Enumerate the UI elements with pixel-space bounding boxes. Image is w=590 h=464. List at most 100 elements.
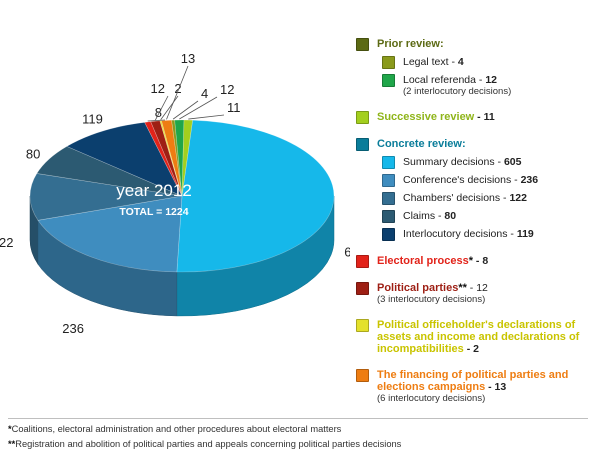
- legend-electoral-process: Electoral process* - 8: [356, 255, 588, 268]
- pie-value-label-conference-s-decisions: 236: [62, 321, 84, 336]
- legend-successive-review: Successive review - 11: [356, 111, 588, 124]
- pie-slice-the-financing-of-political-parties-and-elections-campaigns: [161, 119, 183, 197]
- legend-financing-value: - 13: [485, 381, 507, 393]
- legend-swatch-legal: [382, 56, 395, 69]
- legend-parties-mark: **: [458, 282, 467, 294]
- legend-prior-review: Prior review:: [356, 38, 588, 51]
- legend-chambers: Chambers' decisions - 122: [382, 192, 588, 205]
- legend-financing-title: The financing of political parties and e…: [377, 369, 569, 393]
- legend-successive-value: - 11: [474, 111, 495, 123]
- legend-concrete-review: Concrete review:: [356, 138, 588, 151]
- footnotes: *Coalitions, electoral administration an…: [8, 418, 588, 452]
- pie-value-label-the-financing-of-political-parties-and-elections-campaigns: 13: [181, 51, 195, 66]
- legend: Prior review: Legal text - 4 Local refer…: [356, 38, 588, 409]
- footnote-1-mark: *: [8, 424, 12, 434]
- legend-swatch-interlocutory: [382, 228, 395, 241]
- leader-line-local-referenda: [179, 96, 218, 120]
- leader-line-political-parties: [154, 95, 169, 121]
- pie-value-label-political-parties: 12: [151, 81, 165, 96]
- legend-electoral-title: Electoral process: [377, 255, 469, 267]
- leader-line-legal-text: [172, 100, 199, 120]
- legend-conference: Conference's decisions - 236: [382, 174, 588, 187]
- legend-chambers-label: Chambers' decisions -: [403, 192, 510, 204]
- legend-swatch-conference: [382, 174, 395, 187]
- legend-interloc-label: Interlocutory decisions -: [403, 228, 517, 240]
- footnote-2: **Registration and abolition of politica…: [8, 437, 588, 452]
- legend-parties-value: - 12: [466, 282, 488, 294]
- pie-center-year: year 2012: [116, 181, 192, 200]
- legend-successive-title: Successive review: [377, 111, 475, 123]
- leader-line-successive-review: [188, 114, 225, 120]
- legend-officeholder-title: Political officeholder's declarations of…: [377, 319, 580, 355]
- legend-financing-note: (6 interlocutory decisions): [377, 393, 486, 404]
- legend-financing: The financing of political parties and e…: [356, 369, 588, 404]
- legend-summary-label: Summary decisions -: [403, 156, 504, 168]
- pie-slice-chambers-decisions: [29, 173, 183, 221]
- footnote-2-mark: **: [8, 439, 16, 449]
- legend-swatch-claims: [382, 210, 395, 223]
- footnote-1: *Coalitions, electoral administration an…: [8, 422, 588, 437]
- pie-value-label-successive-review: 11: [227, 100, 241, 115]
- legend-legal-label: Legal text -: [403, 56, 458, 68]
- legend-parties-title: Political parties: [377, 282, 459, 294]
- legend-local-referenda: Local referenda - 12 (2 interlocutory dec…: [382, 74, 588, 97]
- footnote-2-text: Registration and abolition of political …: [15, 439, 402, 449]
- legend-legal-value: 4: [457, 56, 464, 68]
- pie-value-label-political-officeholder-s-declarations: 2: [174, 81, 181, 96]
- footnote-1-text: Coalitions, electoral administration and…: [11, 424, 342, 434]
- legend-interlocutory: Interlocutory decisions - 119: [382, 228, 588, 241]
- legend-summary-value: 605: [503, 156, 522, 168]
- pie-slice-local-referenda: [174, 119, 185, 197]
- legend-swatch-financing: [356, 369, 369, 382]
- legend-swatch-successive: [356, 111, 369, 124]
- legend-local-label: Local referenda -: [403, 74, 486, 86]
- legend-swatch-chambers: [382, 192, 395, 205]
- legend-parties-note: (3 interlocutory decisions): [377, 294, 486, 305]
- pie-value-label-summary-decisions: 605: [344, 244, 350, 259]
- pie-center-total: TOTAL = 1224: [119, 206, 188, 218]
- legend-political-parties: Political parties** - 12 (3 interlocutory…: [356, 282, 588, 305]
- pie-value-label-claims: 80: [26, 147, 40, 162]
- legend-chambers-value: 122: [509, 192, 527, 204]
- leader-line-electoral-process: [147, 119, 166, 122]
- legend-claims-label: Claims -: [403, 210, 445, 222]
- legend-swatch-prior: [356, 38, 369, 51]
- legend-officeholder-value: - 2: [463, 343, 479, 355]
- pie-value-label-chambers-decisions: 122: [0, 235, 14, 250]
- legend-electoral-value: - 8: [473, 255, 489, 267]
- pie-slice-legal-text: [171, 119, 183, 197]
- pie-slice-political-officeholder-s-declarations: [159, 120, 183, 197]
- pie-slice-electoral-process: [144, 121, 183, 197]
- legend-conference-label: Conference's decisions -: [403, 174, 521, 186]
- pie-slice-successive-review: [181, 119, 193, 197]
- leader-line-the-financing-of-political-parties-and-elections-campaigns: [166, 65, 189, 120]
- legend-swatch-concrete: [356, 138, 369, 151]
- pie-value-label-local-referenda: 12: [220, 82, 234, 97]
- pie-value-label-legal-text: 4: [201, 86, 208, 101]
- legend-legal-text: Legal text - 4: [382, 56, 588, 69]
- legend-swatch-local: [382, 74, 395, 87]
- legend-local-note: (2 interlocutory decisions): [403, 86, 512, 97]
- legend-electoral-mark: *: [468, 255, 473, 267]
- legend-swatch-officeholder: [356, 319, 369, 332]
- legend-swatch-summary: [382, 156, 395, 169]
- legend-claims-value: 80: [444, 210, 457, 222]
- legend-prior-title: Prior review:: [377, 38, 444, 50]
- legend-interloc-value: 119: [516, 228, 534, 240]
- legend-summary: Summary decisions - 605: [382, 156, 588, 169]
- pie-slice-summary-decisions: [176, 119, 335, 273]
- legend-claims: Claims - 80: [382, 210, 588, 223]
- legend-swatch-parties: [356, 282, 369, 295]
- legend-local-value: 12: [485, 74, 497, 86]
- pie-slice-conference-s-decisions: [37, 195, 183, 273]
- legend-conference-value: 236: [520, 174, 539, 186]
- pie-value-label-electoral-process: 8: [155, 105, 162, 120]
- pie-slice-interlocutory-decisions: [66, 122, 183, 197]
- pie-slice-political-parties: [150, 120, 183, 197]
- legend-officeholder: Political officeholder's declarations of…: [356, 319, 588, 355]
- pie-slice-claims: [36, 146, 183, 197]
- legend-swatch-electoral: [356, 255, 369, 268]
- pie-value-label-interlocutory-decisions: 119: [82, 112, 103, 127]
- leader-line-political-officeholder-s-declarations: [160, 95, 179, 120]
- legend-concrete-title: Concrete review:: [377, 138, 466, 150]
